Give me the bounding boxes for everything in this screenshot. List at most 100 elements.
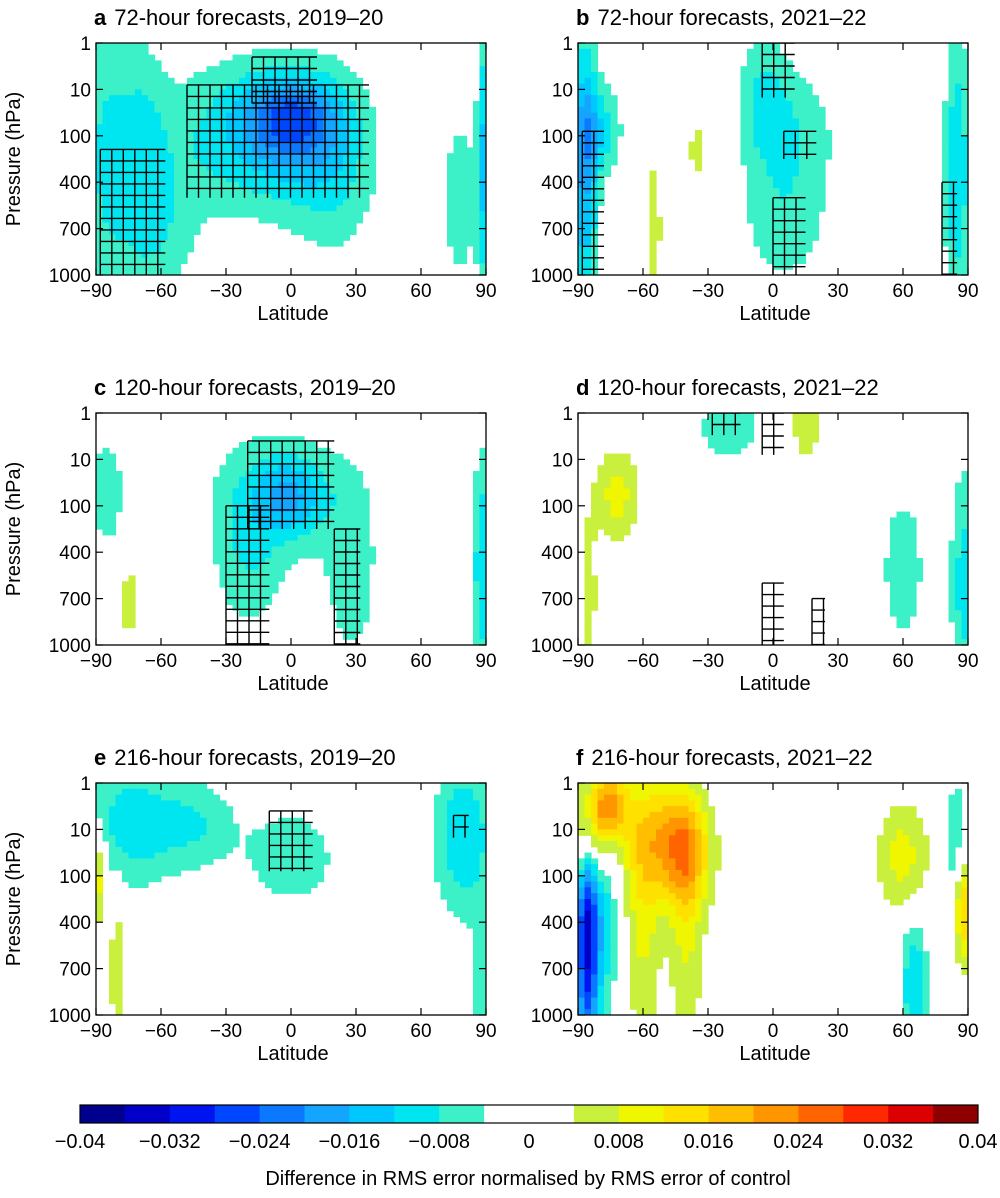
heatmap-cell: [141, 829, 149, 836]
y-tick-label: 1000: [531, 266, 573, 287]
heatmap-cell: [187, 835, 195, 842]
heatmap-cell: [948, 616, 956, 623]
heatmap-cell: [161, 83, 169, 90]
heatmap-cell: [284, 447, 292, 455]
heatmap-cell: [812, 234, 820, 241]
heatmap-cell: [343, 523, 351, 530]
heatmap-cell: [903, 511, 911, 518]
heatmap-cell: [747, 95, 755, 102]
heatmap-cell: [688, 841, 696, 848]
heatmap-cell: [890, 546, 898, 553]
heatmap-cell: [336, 610, 344, 617]
heatmap-cell: [284, 199, 292, 206]
heatmap-cell: [916, 875, 924, 883]
heatmap-cell: [812, 193, 820, 201]
heatmap-cell: [310, 199, 318, 206]
heatmap-cell: [252, 529, 260, 536]
heatmap-cell: [578, 141, 586, 148]
heatmap-cell: [102, 471, 110, 478]
heatmap-cell: [961, 540, 968, 547]
heatmap-cell: [330, 465, 338, 472]
heatmap-cell: [252, 465, 260, 472]
heatmap-cell: [349, 159, 357, 166]
heatmap-cell: [623, 893, 631, 900]
heatmap-cell: [265, 823, 273, 830]
heatmap-cell: [766, 43, 774, 50]
heatmap-cell: [148, 234, 156, 241]
heatmap-cell: [740, 95, 748, 102]
heatmap-cell: [597, 505, 605, 513]
heatmap-cell: [903, 581, 911, 588]
heatmap-cell: [213, 205, 221, 212]
heatmap-cell: [636, 835, 644, 842]
heatmap-cell: [584, 875, 592, 883]
heatmap-cell: [604, 453, 612, 460]
heatmap-cell: [349, 199, 357, 206]
heatmap-cell: [948, 234, 956, 241]
heatmap-cell: [890, 517, 898, 524]
heatmap-cell: [610, 505, 618, 513]
heatmap-cell: [239, 77, 247, 85]
heatmap-cell: [239, 471, 247, 478]
heatmap-cell: [245, 494, 253, 501]
heatmap-cell: [779, 164, 787, 172]
heatmap-cell: [291, 500, 299, 507]
y-tick-label: 100: [59, 127, 91, 148]
heatmap-cell: [466, 170, 474, 177]
heatmap-cell: [597, 124, 605, 131]
heatmap-cell: [669, 893, 677, 900]
heatmap-cell: [187, 205, 195, 212]
heatmap-cell: [330, 222, 338, 230]
heatmap-cell: [200, 101, 208, 108]
heatmap-cell: [942, 217, 950, 224]
heatmap-cell: [232, 199, 240, 206]
heatmap-cell: [167, 112, 175, 119]
heatmap-cell: [258, 494, 266, 501]
heatmap-cell: [96, 269, 104, 275]
heatmap-cell: [584, 829, 592, 836]
panel-a: −90 −60 −30 0 30 60 901101004007001000Latitude…: [3, 5, 497, 325]
heatmap-cell: [890, 870, 898, 877]
heatmap-cell: [167, 95, 175, 102]
heatmap-cell: [135, 246, 143, 253]
heatmap-cell: [128, 72, 136, 79]
heatmap-cell: [115, 124, 123, 131]
heatmap-cell: [961, 592, 968, 600]
heatmap-cell: [245, 72, 253, 79]
heatmap-cell: [297, 476, 305, 484]
heatmap-cell: [479, 48, 486, 56]
heatmap-cell: [662, 800, 670, 807]
heatmap-cell: [96, 523, 104, 530]
heatmap-cell: [148, 66, 156, 73]
heatmap-cell: [265, 106, 273, 114]
heatmap-cell: [786, 60, 794, 67]
heatmap-cell: [636, 875, 644, 883]
heatmap-cell: [753, 193, 761, 201]
heatmap-cell: [135, 812, 143, 819]
heatmap-cell: [271, 436, 279, 443]
heatmap-cell: [753, 217, 761, 224]
heatmap-cell: [174, 199, 182, 206]
heatmap-cell: [343, 176, 351, 183]
heatmap-cell: [219, 800, 227, 807]
heatmap-cell: [330, 592, 338, 600]
heatmap-cell: [896, 858, 904, 865]
heatmap-cell: [662, 846, 670, 854]
heatmap-cell: [760, 222, 768, 230]
heatmap-cell: [109, 986, 117, 993]
heatmap-cell: [883, 841, 891, 848]
heatmap-cell: [141, 60, 149, 67]
heatmap-cell: [323, 205, 331, 212]
heatmap-cell: [479, 864, 486, 871]
heatmap-cell: [747, 153, 755, 160]
heatmap-cell: [343, 610, 351, 617]
heatmap-cell: [792, 176, 800, 183]
heatmap-cell: [297, 494, 305, 501]
heatmap-cell: [578, 205, 586, 212]
heatmap-cell: [115, 980, 123, 987]
heatmap-cell: [219, 118, 227, 125]
heatmap-cell: [310, 465, 318, 472]
heatmap-cell: [747, 217, 755, 224]
heatmap-cell: [591, 43, 599, 50]
heatmap-cell: [349, 488, 357, 495]
